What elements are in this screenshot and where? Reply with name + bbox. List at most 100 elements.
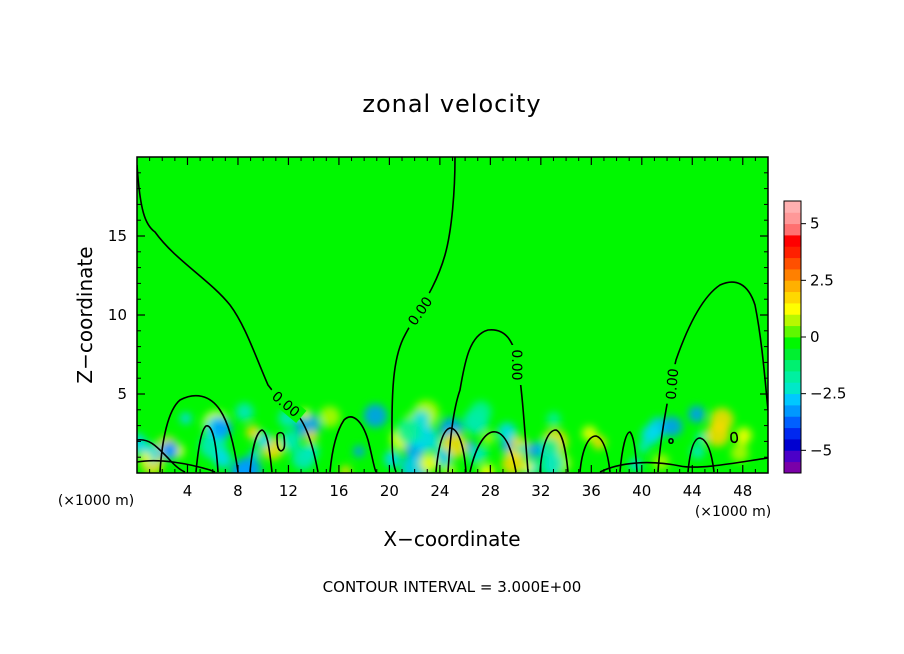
colorbar-swatch (784, 314, 801, 327)
turbulence-blob (245, 425, 261, 440)
colorbar-tick-label: 2.5 (810, 271, 834, 289)
contour-line (276, 431, 286, 452)
turbulence-blob (501, 452, 524, 473)
turbulence-blob (353, 445, 365, 458)
colorbar-swatch (784, 212, 801, 225)
x-axis: 4 8 12 16 20 24 28 32 36 40 44 48 (149, 157, 756, 500)
turbulence-blob (319, 406, 341, 428)
contour-line (447, 329, 529, 473)
contour-line (687, 437, 715, 473)
contour-interval-note: CONTOUR INTERVAL = 3.000E+00 (323, 578, 582, 596)
contour-line (195, 425, 219, 473)
turbulence-blob (662, 416, 683, 437)
turbulence-blob (541, 452, 564, 473)
contour-line (730, 431, 739, 444)
y-axis-title: Z−coordinate (73, 246, 97, 383)
x-axis-title: X−coordinate (383, 527, 520, 551)
x-unit-left: (×1000 m) (58, 493, 134, 509)
turbulence-blob (481, 431, 495, 444)
contour-line (579, 435, 611, 473)
colorbar-swatch (784, 439, 801, 451)
colorbar-tick-label: −2.5 (810, 385, 846, 403)
y-tick-label: 10 (108, 306, 127, 324)
contour-line (159, 394, 239, 473)
x-tick-label: 28 (481, 482, 500, 500)
x-tick-label: 4 (183, 482, 193, 500)
contour-line (391, 157, 456, 473)
colorbar-swatch (784, 450, 801, 463)
turbulence-blob (161, 443, 178, 460)
near-surface-turbulence (137, 400, 752, 473)
turbulence-blob (255, 432, 272, 449)
turbulence-blob (467, 447, 484, 464)
colorbar-swatch (784, 303, 801, 315)
colorbar-swatch (784, 269, 801, 281)
turbulence-blob (340, 465, 352, 473)
plot-area: 0.00 0.00 0.00 0.00 (136, 156, 769, 474)
colorbar-swatch (784, 348, 801, 361)
colorbar-swatch (784, 382, 801, 395)
turbulence-blob (179, 412, 192, 425)
y-tick-label: 15 (108, 227, 127, 245)
colorbar-swatch (784, 416, 801, 429)
colorbar-swatch (784, 280, 801, 293)
x-tick-label: 44 (683, 482, 702, 500)
turbulence-blob (396, 417, 424, 446)
turbulence-blob (641, 425, 661, 445)
x-tick-label: 12 (279, 482, 298, 500)
turbulence-blob (705, 422, 730, 447)
turbulence-blob (497, 422, 517, 442)
turbulence-blob (213, 450, 232, 469)
turbulence-blob (419, 453, 439, 473)
colorbar-swatch (784, 337, 801, 349)
turbulence-blob (363, 404, 388, 428)
turbulence-blob (735, 427, 752, 444)
turbulence-blob (479, 463, 495, 473)
colorbar-swatch (784, 461, 801, 474)
colorbar-tick-label: 0 (810, 328, 820, 346)
chart-title: zonal velocity (362, 90, 541, 118)
contour-labels: 0.00 0.00 0.00 0.00 (265, 290, 683, 423)
turbulence-blob (516, 443, 528, 455)
colorbar-swatch (784, 246, 801, 259)
colorbar-swatch (784, 393, 801, 406)
x-tick-label: 8 (233, 482, 243, 500)
colorbar-swatch (784, 235, 801, 247)
contour-line (599, 457, 768, 473)
colorbar-swatch (784, 257, 801, 270)
turbulence-blob (527, 442, 543, 458)
turbulence-blob (592, 435, 607, 450)
contour-line (619, 431, 638, 473)
contour-line (249, 429, 273, 473)
turbulence-blob (637, 441, 650, 454)
contour-label: 0.00 (664, 368, 683, 400)
colorbar-swatch (784, 427, 801, 440)
colorbar-swatch (784, 371, 801, 383)
x-tick-label: 32 (531, 482, 550, 500)
turbulence-blob (652, 453, 669, 471)
turbulence-blob (235, 402, 254, 421)
contour-label: 0.00 (508, 349, 524, 380)
y-tick-label: 5 (117, 385, 127, 403)
contour-line (469, 431, 517, 473)
colorbar: 5 2.5 0 −2.5 −5 (783, 200, 846, 474)
x-tick-label: 36 (582, 482, 601, 500)
colorbar-swatch (784, 201, 801, 213)
contour-line (539, 429, 569, 473)
contour-line (137, 438, 186, 473)
x-unit-right: (×1000 m) (695, 504, 771, 520)
x-tick-label: 20 (380, 482, 399, 500)
contour-line (668, 437, 674, 445)
x-tick-label: 48 (733, 482, 752, 500)
contour-line (329, 416, 377, 473)
colorbar-tick-label: −5 (810, 441, 832, 459)
colorbar-swatch (784, 291, 801, 304)
turbulence-blob (730, 443, 749, 462)
colorbar-swatch (784, 325, 801, 338)
colorbar-swatch (784, 359, 801, 372)
colorbar-swatch (784, 223, 801, 236)
colorbar-tick-label: 5 (810, 215, 820, 233)
turbulence-blob (470, 400, 492, 423)
contour-line (435, 427, 467, 473)
